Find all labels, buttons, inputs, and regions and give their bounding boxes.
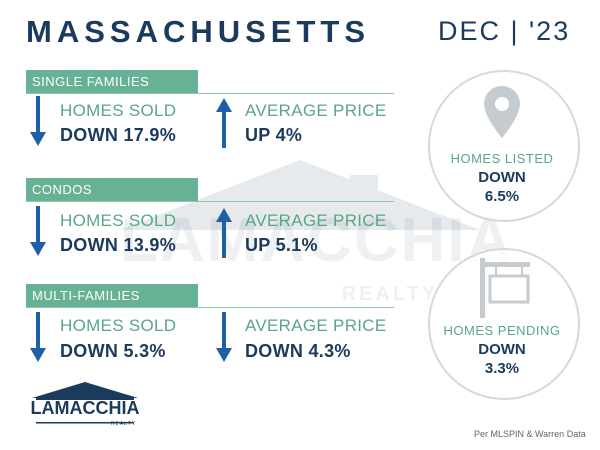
homes-sold-value: DOWN 13.9% [60,235,177,255]
arrow-up-icon [216,98,232,148]
arrow-down-icon [216,312,232,362]
section-divider [26,93,394,94]
section-band-condos: CONDOS [26,178,198,201]
average-price-value: UP 5.1% [245,235,318,255]
report-date: DEC | '23 [438,16,571,46]
homes-listed-value: 6.5% [484,188,520,205]
section-band-multi-families: MULTI-FAMILIES [26,284,198,307]
homes-sold-value: DOWN 5.3% [60,341,166,361]
homes-listed-label: HOMES LISTED [450,151,554,166]
section-band-label: SINGLE FAMILIES [32,74,150,89]
average-price-label: AVERAGE PRICE [245,101,387,120]
section-band-single-families: SINGLE FAMILIES [26,70,198,93]
homes-listed-direction: DOWN [478,169,526,186]
section-band-label: CONDOS [32,182,93,197]
arrow-down-icon [30,206,46,256]
map-pin-icon [484,86,520,138]
logo-wordmark: LAMACCHIA [30,398,140,418]
lamacchia-logo [32,382,138,424]
average-price-value: UP 4% [245,125,303,145]
arrow-down-icon [30,96,46,146]
arrow-up-icon [216,208,232,258]
homes-sold-label: HOMES SOLD [60,101,177,120]
average-price-label: AVERAGE PRICE [245,316,387,335]
homes-sold-value: DOWN 17.9% [60,125,177,145]
homes-pending-circle [428,248,580,400]
section-divider [26,307,394,308]
section-divider [26,201,394,202]
average-price-label: AVERAGE PRICE [245,211,387,230]
watermark-house-graphic [120,160,480,230]
page-title: MASSACHUSETTS [26,14,371,49]
sign-post-icon [480,258,530,318]
homes-pending-label: HOMES PENDING [443,323,561,338]
arrow-down-icon [30,312,46,362]
homes-sold-label: HOMES SOLD [60,316,177,335]
homes-pending-value: 3.3% [484,360,520,377]
homes-sold-label: HOMES SOLD [60,211,177,230]
watermark-subtext: REALTY [341,283,439,305]
data-source-credit: Per MLSPIN & Warren Data [474,429,586,439]
section-band-label: MULTI-FAMILIES [32,288,140,303]
watermark-text: LAMACCHIA [120,206,514,275]
logo-subtext: REALTY [110,421,136,427]
average-price-value: DOWN 4.3% [245,341,351,361]
homes-pending-direction: DOWN [478,341,526,358]
